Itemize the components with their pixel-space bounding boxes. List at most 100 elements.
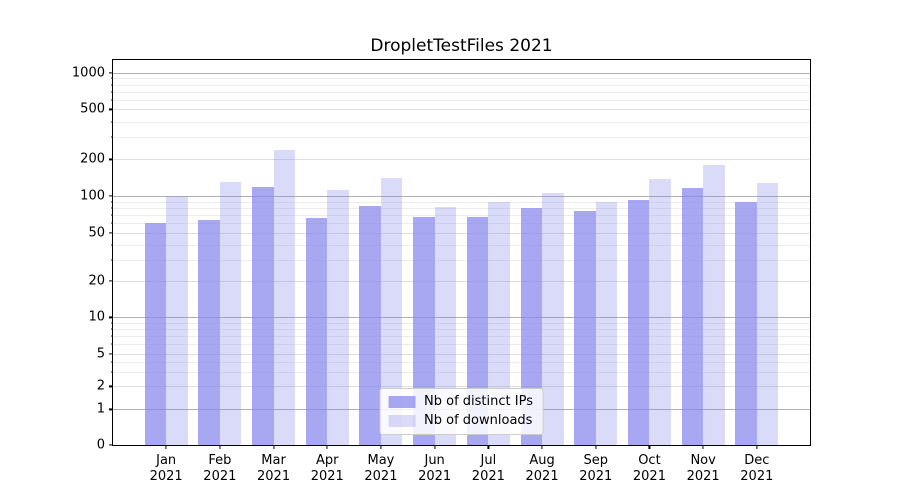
y-tick-label-1: 1	[96, 401, 105, 417]
legend-swatch-distinct-ips	[388, 396, 416, 408]
x-tick-jul	[487, 445, 489, 449]
bar-jan-distinct-ips	[144, 223, 167, 445]
x-tick-jan	[165, 445, 167, 449]
legend-entry-downloads: Nb of downloads	[388, 414, 533, 428]
bar-jul-downloads	[488, 202, 510, 445]
y-tick-label-2: 2	[96, 378, 105, 394]
bar-nov-distinct-ips	[681, 188, 704, 445]
grid-line-20	[113, 281, 810, 283]
bar-jun-downloads	[434, 207, 457, 445]
grid-line-100	[113, 195, 810, 197]
y-tick-5	[109, 353, 113, 355]
bar-dec-downloads	[756, 182, 779, 445]
y-tick-10	[109, 316, 113, 318]
grid-line-10	[113, 317, 810, 319]
x-tick-label-nov: Nov 2021	[686, 453, 720, 484]
x-tick-label-may: May 2021	[364, 453, 398, 484]
y-tick-1	[109, 408, 113, 411]
x-tick-nov	[702, 445, 704, 449]
y-tick-0	[109, 444, 113, 446]
grid-line-minor-9	[113, 322, 810, 324]
chart-title: DropletTestFiles 2021	[370, 36, 553, 56]
y-tick-label-500: 500	[80, 101, 105, 117]
grid-line-1000	[113, 72, 810, 74]
y-tick-2	[109, 385, 113, 388]
bar-sep-downloads	[595, 202, 618, 445]
x-tick-label-jun: Jun 2021	[418, 453, 452, 484]
grid-line-minor-80	[113, 207, 810, 209]
y-tick-label-10: 10	[88, 309, 105, 325]
grid-line-minor-30	[113, 259, 810, 261]
x-tick-apr	[326, 445, 328, 449]
y-tick-100	[109, 195, 113, 197]
bar-nov-downloads	[703, 164, 725, 445]
grid-line-200	[113, 159, 810, 161]
legend-label-distinct-ips: Nb of distinct IPs	[424, 394, 533, 409]
grid-line-minor-6	[113, 344, 810, 346]
x-tick-label-jan: Jan 2021	[149, 453, 183, 484]
x-tick-mar	[272, 445, 275, 449]
y-minor-tick-7	[110, 335, 113, 337]
x-tick-sep	[595, 445, 597, 449]
plot-area: Nb of distinct IPs Nb of downloads 0 1 2 5 10…	[72, 59, 811, 484]
y-minor-tick-30	[110, 259, 113, 261]
y-tick-label-200: 200	[80, 151, 105, 167]
x-tick-label-sep: Sep 2021	[579, 453, 613, 484]
grid-line-minor-70	[113, 214, 810, 216]
y-minor-tick-70	[110, 214, 113, 216]
y-minor-tick-3	[110, 371, 113, 373]
x-tick-label-feb: Feb 2021	[203, 453, 237, 484]
bar-apr-downloads	[327, 189, 349, 445]
x-tick-feb	[219, 445, 221, 449]
x-tick-jun	[434, 445, 436, 449]
x-tick-label-jul: Jul 2021	[471, 453, 505, 484]
bar-mar-downloads	[273, 150, 296, 445]
y-minor-tick-400	[110, 121, 113, 123]
x-tick-label-aug: Aug 2021	[525, 453, 559, 484]
grid-line-minor-600	[113, 99, 810, 101]
y-minor-tick-4	[110, 361, 113, 363]
grid-line-minor-3	[113, 371, 810, 373]
y-tick-label-50: 50	[88, 225, 105, 241]
legend: Nb of distinct IPs Nb of downloads	[379, 388, 544, 435]
x-tick-may	[380, 445, 382, 449]
grid-line-minor-900	[113, 78, 810, 80]
y-tick-1000	[109, 72, 113, 74]
bar-sep-distinct-ips	[574, 210, 596, 445]
x-tick-dec	[756, 445, 758, 449]
bar-may-downloads	[380, 177, 403, 445]
y-minor-tick-40	[110, 244, 113, 246]
y-tick-label-0: 0	[96, 437, 105, 453]
bar-oct-distinct-ips	[627, 199, 650, 445]
y-tick-label-5: 5	[96, 346, 105, 362]
bar-mar-distinct-ips	[252, 186, 274, 445]
x-tick-label-dec: Dec 2021	[740, 453, 774, 484]
grid-line-minor-800	[113, 84, 810, 86]
y-minor-tick-90	[110, 201, 113, 202]
bar-aug-distinct-ips	[520, 207, 543, 445]
grid-line-minor-7	[113, 336, 810, 338]
legend-swatch-downloads	[388, 415, 416, 427]
grid-line-minor-8	[113, 329, 810, 331]
legend-label-downloads: Nb of downloads	[424, 413, 533, 428]
y-tick-500	[109, 108, 113, 110]
grid-line-minor-4	[113, 361, 810, 363]
bar-jul-distinct-ips	[466, 216, 489, 445]
y-tick-label-100: 100	[80, 188, 105, 204]
grid-line-minor-90	[113, 201, 810, 203]
grid-line-minor-700	[113, 91, 810, 93]
grid-line-500	[113, 109, 810, 111]
x-tick-label-oct: Oct 2021	[632, 453, 666, 484]
grid-line-50	[113, 232, 810, 234]
y-minor-tick-6	[110, 343, 113, 345]
bar-oct-downloads	[649, 179, 671, 445]
y-minor-tick-900	[110, 77, 113, 79]
y-tick-label-20: 20	[88, 273, 105, 289]
legend-entry-distinct-ips: Nb of distinct IPs	[388, 395, 533, 409]
x-tick-label-apr: Apr 2021	[310, 453, 344, 484]
bar-feb-downloads	[219, 182, 242, 445]
x-tick-aug	[541, 445, 543, 449]
x-tick-label-mar: Mar 2021	[257, 453, 291, 484]
y-minor-tick-60	[110, 222, 113, 224]
